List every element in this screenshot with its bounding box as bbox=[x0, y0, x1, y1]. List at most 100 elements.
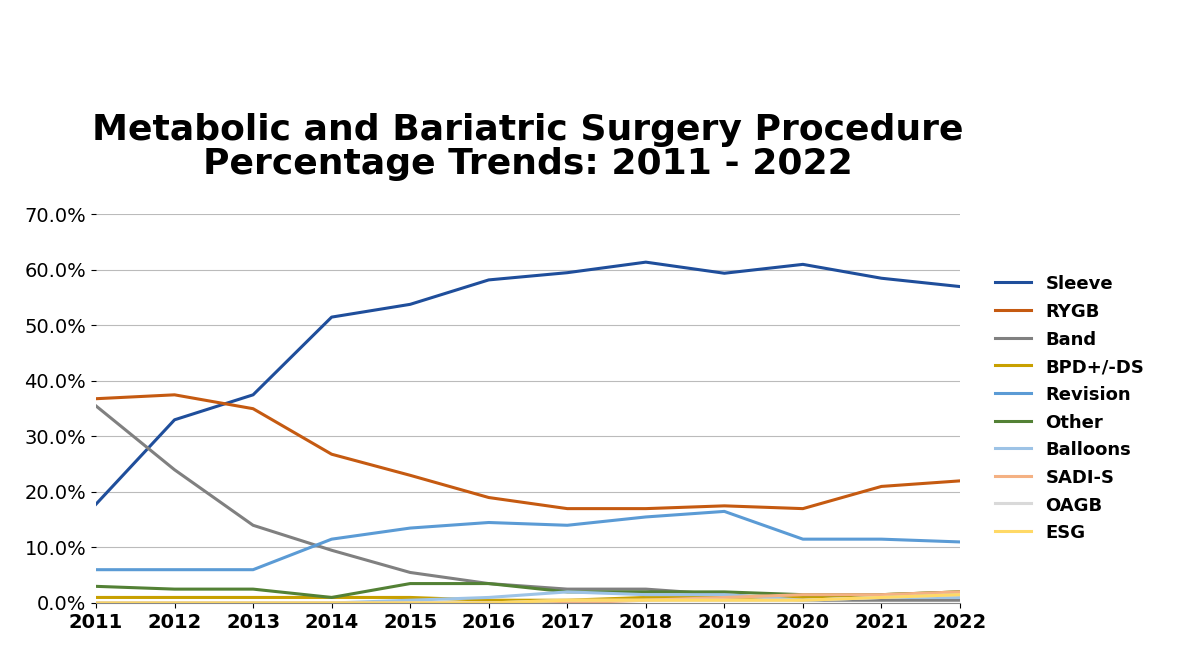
Other bbox=[718, 588, 732, 596]
BPD+/-DS bbox=[324, 594, 338, 602]
Revision bbox=[246, 565, 260, 574]
SADI-S bbox=[324, 599, 338, 607]
SADI-S bbox=[560, 599, 575, 607]
ESG bbox=[638, 596, 653, 604]
Line: Revision: Revision bbox=[96, 511, 960, 570]
Other bbox=[246, 585, 260, 593]
OAGB bbox=[560, 596, 575, 604]
Band bbox=[718, 591, 732, 599]
RYGB bbox=[89, 395, 103, 403]
Band bbox=[481, 580, 496, 588]
Revision bbox=[89, 565, 103, 574]
OAGB bbox=[403, 599, 418, 607]
Band bbox=[403, 568, 418, 576]
SADI-S bbox=[953, 588, 967, 596]
Text: Metabolic and Bariatric Surgery Procedure: Metabolic and Bariatric Surgery Procedur… bbox=[92, 113, 964, 147]
Sleeve bbox=[324, 313, 338, 321]
Sleeve bbox=[718, 269, 732, 277]
Sleeve bbox=[875, 274, 889, 282]
Revision bbox=[324, 535, 338, 543]
SADI-S bbox=[481, 599, 496, 607]
ESG bbox=[718, 596, 732, 604]
Revision bbox=[638, 513, 653, 521]
ESG bbox=[89, 599, 103, 607]
OAGB bbox=[953, 591, 967, 599]
Balloons bbox=[481, 594, 496, 602]
SADI-S bbox=[246, 599, 260, 607]
Balloons bbox=[246, 599, 260, 607]
Balloons bbox=[560, 588, 575, 596]
BPD+/-DS bbox=[403, 594, 418, 602]
Line: Band: Band bbox=[96, 406, 960, 600]
Sleeve bbox=[481, 276, 496, 284]
RYGB bbox=[167, 391, 181, 399]
OAGB bbox=[796, 596, 810, 604]
Band bbox=[560, 585, 575, 593]
Sleeve bbox=[953, 283, 967, 291]
Sleeve bbox=[167, 416, 181, 424]
Revision bbox=[403, 524, 418, 532]
BPD+/-DS bbox=[481, 596, 496, 604]
RYGB bbox=[718, 502, 732, 510]
BPD+/-DS bbox=[796, 594, 810, 602]
Line: OAGB: OAGB bbox=[96, 595, 960, 603]
RYGB bbox=[953, 477, 967, 485]
Line: Sleeve: Sleeve bbox=[96, 262, 960, 505]
ESG bbox=[481, 599, 496, 607]
Revision bbox=[875, 535, 889, 543]
Sleeve bbox=[560, 269, 575, 277]
ESG bbox=[246, 599, 260, 607]
Line: SADI-S: SADI-S bbox=[96, 592, 960, 603]
Line: Other: Other bbox=[96, 584, 960, 598]
Balloons bbox=[718, 591, 732, 599]
Text: Percentage Trends: 2011 - 2022: Percentage Trends: 2011 - 2022 bbox=[203, 147, 853, 181]
OAGB bbox=[246, 599, 260, 607]
Other bbox=[796, 591, 810, 599]
Revision bbox=[796, 535, 810, 543]
SADI-S bbox=[89, 599, 103, 607]
Sleeve bbox=[796, 261, 810, 269]
ESG bbox=[560, 596, 575, 604]
Revision bbox=[953, 538, 967, 546]
RYGB bbox=[875, 482, 889, 490]
ESG bbox=[953, 591, 967, 599]
Band bbox=[638, 585, 653, 593]
Line: ESG: ESG bbox=[96, 595, 960, 603]
Line: RYGB: RYGB bbox=[96, 395, 960, 509]
Balloons bbox=[796, 596, 810, 604]
OAGB bbox=[324, 599, 338, 607]
Balloons bbox=[953, 594, 967, 602]
OAGB bbox=[167, 599, 181, 607]
Other bbox=[167, 585, 181, 593]
RYGB bbox=[560, 505, 575, 513]
ESG bbox=[403, 599, 418, 607]
OAGB bbox=[481, 599, 496, 607]
Sleeve bbox=[89, 500, 103, 509]
Other bbox=[324, 594, 338, 602]
SADI-S bbox=[875, 591, 889, 599]
Revision bbox=[560, 521, 575, 529]
ESG bbox=[875, 594, 889, 602]
Other bbox=[560, 588, 575, 596]
Revision bbox=[167, 565, 181, 574]
ESG bbox=[796, 596, 810, 604]
Line: Balloons: Balloons bbox=[96, 592, 960, 603]
RYGB bbox=[246, 405, 260, 413]
Balloons bbox=[167, 599, 181, 607]
Band bbox=[89, 402, 103, 410]
Other bbox=[89, 582, 103, 590]
Legend: Sleeve, RYGB, Band, BPD+/-DS, Revision, Other, Balloons, SADI-S, OAGB, ESG: Sleeve, RYGB, Band, BPD+/-DS, Revision, … bbox=[995, 275, 1145, 542]
Other bbox=[403, 580, 418, 588]
RYGB bbox=[481, 494, 496, 502]
RYGB bbox=[638, 505, 653, 513]
Band bbox=[324, 546, 338, 554]
Band bbox=[167, 466, 181, 474]
Balloons bbox=[403, 596, 418, 604]
SADI-S bbox=[403, 599, 418, 607]
ESG bbox=[167, 599, 181, 607]
BPD+/-DS bbox=[718, 594, 732, 602]
OAGB bbox=[718, 596, 732, 604]
BPD+/-DS bbox=[246, 594, 260, 602]
SADI-S bbox=[638, 596, 653, 604]
RYGB bbox=[324, 450, 338, 458]
